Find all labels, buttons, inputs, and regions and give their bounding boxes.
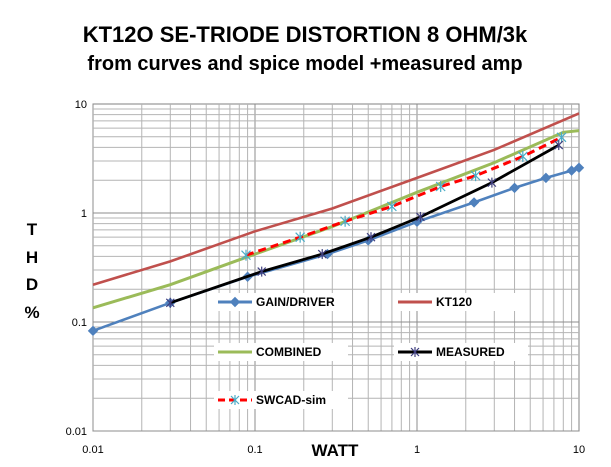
legend-label: KT120 <box>436 295 472 309</box>
series-line-combined <box>92 129 580 310</box>
grid <box>92 104 579 432</box>
legend-item-background <box>214 293 348 311</box>
x-tick-label: 10 <box>573 444 585 456</box>
y-axis-title: THD% <box>24 220 39 322</box>
legend-item: KT120 <box>394 293 528 311</box>
y-tick-label: 1 <box>81 208 87 220</box>
series-line-swcad-sim <box>245 135 563 257</box>
y-axis-title-letter: T <box>27 220 38 239</box>
legend-label: MEASURED <box>436 345 505 359</box>
y-tick-label: 0.01 <box>66 426 87 438</box>
axis-ticks: 0.01 0.1 1 10 0.01 0.1 1 10 <box>66 99 586 456</box>
gain-driver-point <box>87 325 99 337</box>
gain-driver-point <box>509 182 520 194</box>
legend-item: COMBINED <box>214 343 348 361</box>
legend: GAIN/DRIVER KT120 COMBINED MEASURED SWCAD-si… <box>214 293 528 409</box>
chart-subtitle: from curves and spice model +measured am… <box>87 53 522 75</box>
x-tick-label: 0.01 <box>82 444 103 456</box>
legend-label: GAIN/DRIVER <box>256 295 335 309</box>
y-axis-title-letter: D <box>26 275 38 294</box>
x-tick-label: 0.1 <box>247 444 262 456</box>
plot-area <box>92 103 580 432</box>
legend-item: SWCAD-sim <box>214 391 348 409</box>
legend-marker <box>229 296 241 308</box>
gain-driver-point <box>540 172 552 184</box>
legend-item-background <box>214 391 348 409</box>
legend-item: MEASURED <box>394 343 528 361</box>
series-layer <box>87 112 585 337</box>
y-tick-label: 10 <box>75 99 87 111</box>
gain-driver-point <box>573 162 585 173</box>
gain-driver-point <box>566 165 577 176</box>
x-axis-title: WATT <box>312 441 360 460</box>
plot-border <box>92 103 580 432</box>
gain-driver-point <box>468 197 480 208</box>
x-tick-label: 1 <box>414 444 420 456</box>
legend-item-background <box>214 343 348 361</box>
legend-item-background <box>394 343 528 361</box>
legend-item: GAIN/DRIVER <box>214 293 348 311</box>
legend-label: COMBINED <box>256 345 322 359</box>
legend-item-background <box>394 293 528 311</box>
chart-title: KT12O SE-TRIODE DISTORTION 8 OHM/3k <box>83 22 528 47</box>
y-tick-label: 0.1 <box>72 317 87 329</box>
legend-label: SWCAD-sim <box>256 393 326 407</box>
y-axis-title-letter: % <box>24 303 39 322</box>
series-line-kt120 <box>92 112 580 286</box>
y-axis-title-letter: H <box>26 248 38 267</box>
